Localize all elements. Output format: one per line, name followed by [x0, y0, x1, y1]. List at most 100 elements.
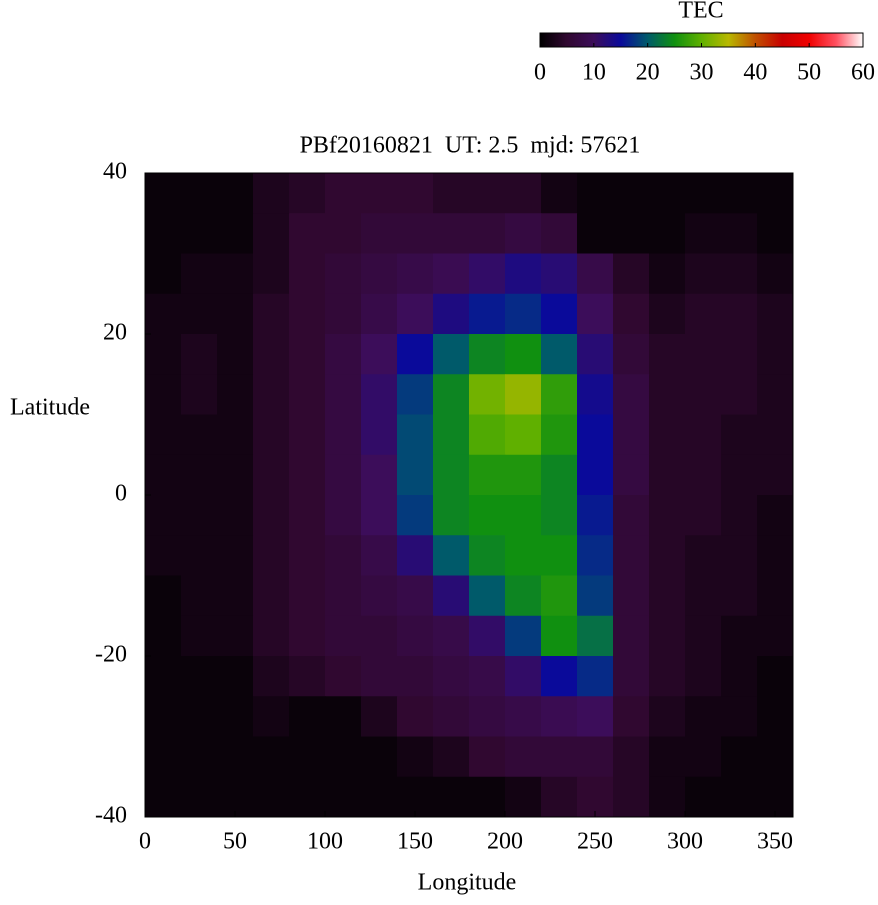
heat-cell [433, 334, 470, 375]
heat-cell [685, 173, 722, 214]
x-tick-label: 350 [757, 829, 793, 855]
heat-cell [721, 213, 758, 254]
heat-cell [181, 414, 218, 456]
heat-cell [397, 293, 434, 335]
heat-cell [613, 173, 650, 214]
y-tick-label: 0 [115, 481, 127, 507]
heat-cell [433, 213, 470, 254]
heat-cell [253, 656, 290, 697]
heat-cell [721, 414, 758, 456]
heat-cell [541, 213, 578, 254]
heat-cell [613, 293, 650, 335]
heat-cell [253, 414, 290, 456]
heat-cell [397, 535, 434, 576]
heat-cell [757, 454, 794, 496]
heat-cell [685, 696, 722, 737]
heat-cell [433, 253, 470, 295]
heat-cell [541, 293, 578, 335]
heat-cell [289, 253, 326, 295]
heat-cell [145, 213, 182, 254]
heat-cell [505, 293, 542, 335]
heat-cell [757, 173, 794, 214]
heat-cell [577, 495, 614, 536]
heat-cell [469, 696, 506, 737]
heat-cell [721, 253, 758, 295]
heat-cell [397, 334, 434, 375]
heat-cell [721, 575, 758, 617]
x-tick-label: 50 [223, 829, 247, 855]
heat-cell [145, 656, 182, 697]
heat-cell [469, 495, 506, 536]
heat-cell [649, 736, 686, 778]
heat-cell [325, 736, 362, 778]
heat-cell [145, 374, 182, 415]
y-tick-label: -40 [95, 803, 127, 829]
heat-cell [685, 414, 722, 456]
heat-cell [433, 535, 470, 576]
heat-cell [253, 253, 290, 295]
heat-cell [757, 495, 794, 536]
heat-cell [577, 696, 614, 737]
heat-cell [505, 696, 542, 737]
heat-cell [721, 374, 758, 415]
heat-cell [577, 253, 614, 295]
heat-cell [325, 173, 362, 214]
heat-cell [361, 495, 398, 536]
heat-cell [361, 334, 398, 375]
heat-cell [433, 776, 470, 818]
heat-cell [721, 736, 758, 778]
heat-cell [685, 535, 722, 576]
heat-cell [253, 615, 290, 657]
heat-cell [685, 776, 722, 818]
heat-cell [577, 374, 614, 415]
heat-cell [505, 173, 542, 214]
chart-title: PBf20160821 UT: 2.5 mjd: 57621 [300, 133, 641, 159]
heat-cell [685, 736, 722, 778]
heat-cell [433, 173, 470, 214]
heat-cell [325, 374, 362, 415]
heat-cell [217, 173, 254, 214]
x-axis-label: Longitude [418, 870, 517, 896]
heat-cell [289, 535, 326, 576]
heat-cell [433, 495, 470, 536]
heat-cell [181, 374, 218, 415]
heat-cell [649, 374, 686, 415]
heat-cell [757, 213, 794, 254]
heat-cell [469, 334, 506, 375]
colorbar-tick-label: 20 [636, 60, 660, 86]
heat-cell [541, 454, 578, 496]
heat-cell [649, 173, 686, 214]
heat-cell [217, 454, 254, 496]
x-tick-label: 250 [577, 829, 613, 855]
heat-cell [253, 776, 290, 818]
heat-cell [505, 454, 542, 496]
heat-cell [577, 293, 614, 335]
heat-cell [541, 495, 578, 536]
heat-cell [577, 615, 614, 657]
heat-cell [145, 253, 182, 295]
heat-cell [613, 454, 650, 496]
heat-cell [397, 253, 434, 295]
heat-cell [469, 374, 506, 415]
heat-cell [217, 213, 254, 254]
heat-cell [253, 696, 290, 737]
heat-cell [685, 253, 722, 295]
heat-cell [253, 213, 290, 254]
heat-cell [433, 736, 470, 778]
heat-cell [253, 495, 290, 536]
heat-cell [721, 615, 758, 657]
heat-cell [649, 615, 686, 657]
heat-cell [505, 736, 542, 778]
heat-cell [505, 535, 542, 576]
heat-cell [685, 495, 722, 536]
heat-cell [397, 736, 434, 778]
heat-cell [181, 656, 218, 697]
heat-cell [613, 776, 650, 818]
heat-cell [613, 414, 650, 456]
heat-cell [505, 374, 542, 415]
heat-cell [505, 776, 542, 818]
heat-cell [253, 173, 290, 214]
heat-cell [289, 293, 326, 335]
heat-cell [289, 334, 326, 375]
heat-cell [181, 293, 218, 335]
